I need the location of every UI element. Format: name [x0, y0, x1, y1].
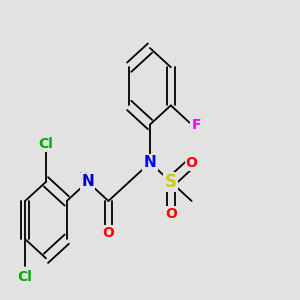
Text: F: F: [192, 118, 201, 131]
Text: H: H: [79, 172, 87, 182]
Text: O: O: [165, 207, 177, 221]
Text: O: O: [103, 226, 114, 240]
Text: Cl: Cl: [18, 270, 33, 284]
Text: Cl: Cl: [38, 136, 53, 151]
Text: N: N: [81, 174, 94, 189]
Text: N: N: [144, 155, 156, 170]
Text: O: O: [186, 156, 197, 170]
Text: S: S: [165, 173, 177, 191]
